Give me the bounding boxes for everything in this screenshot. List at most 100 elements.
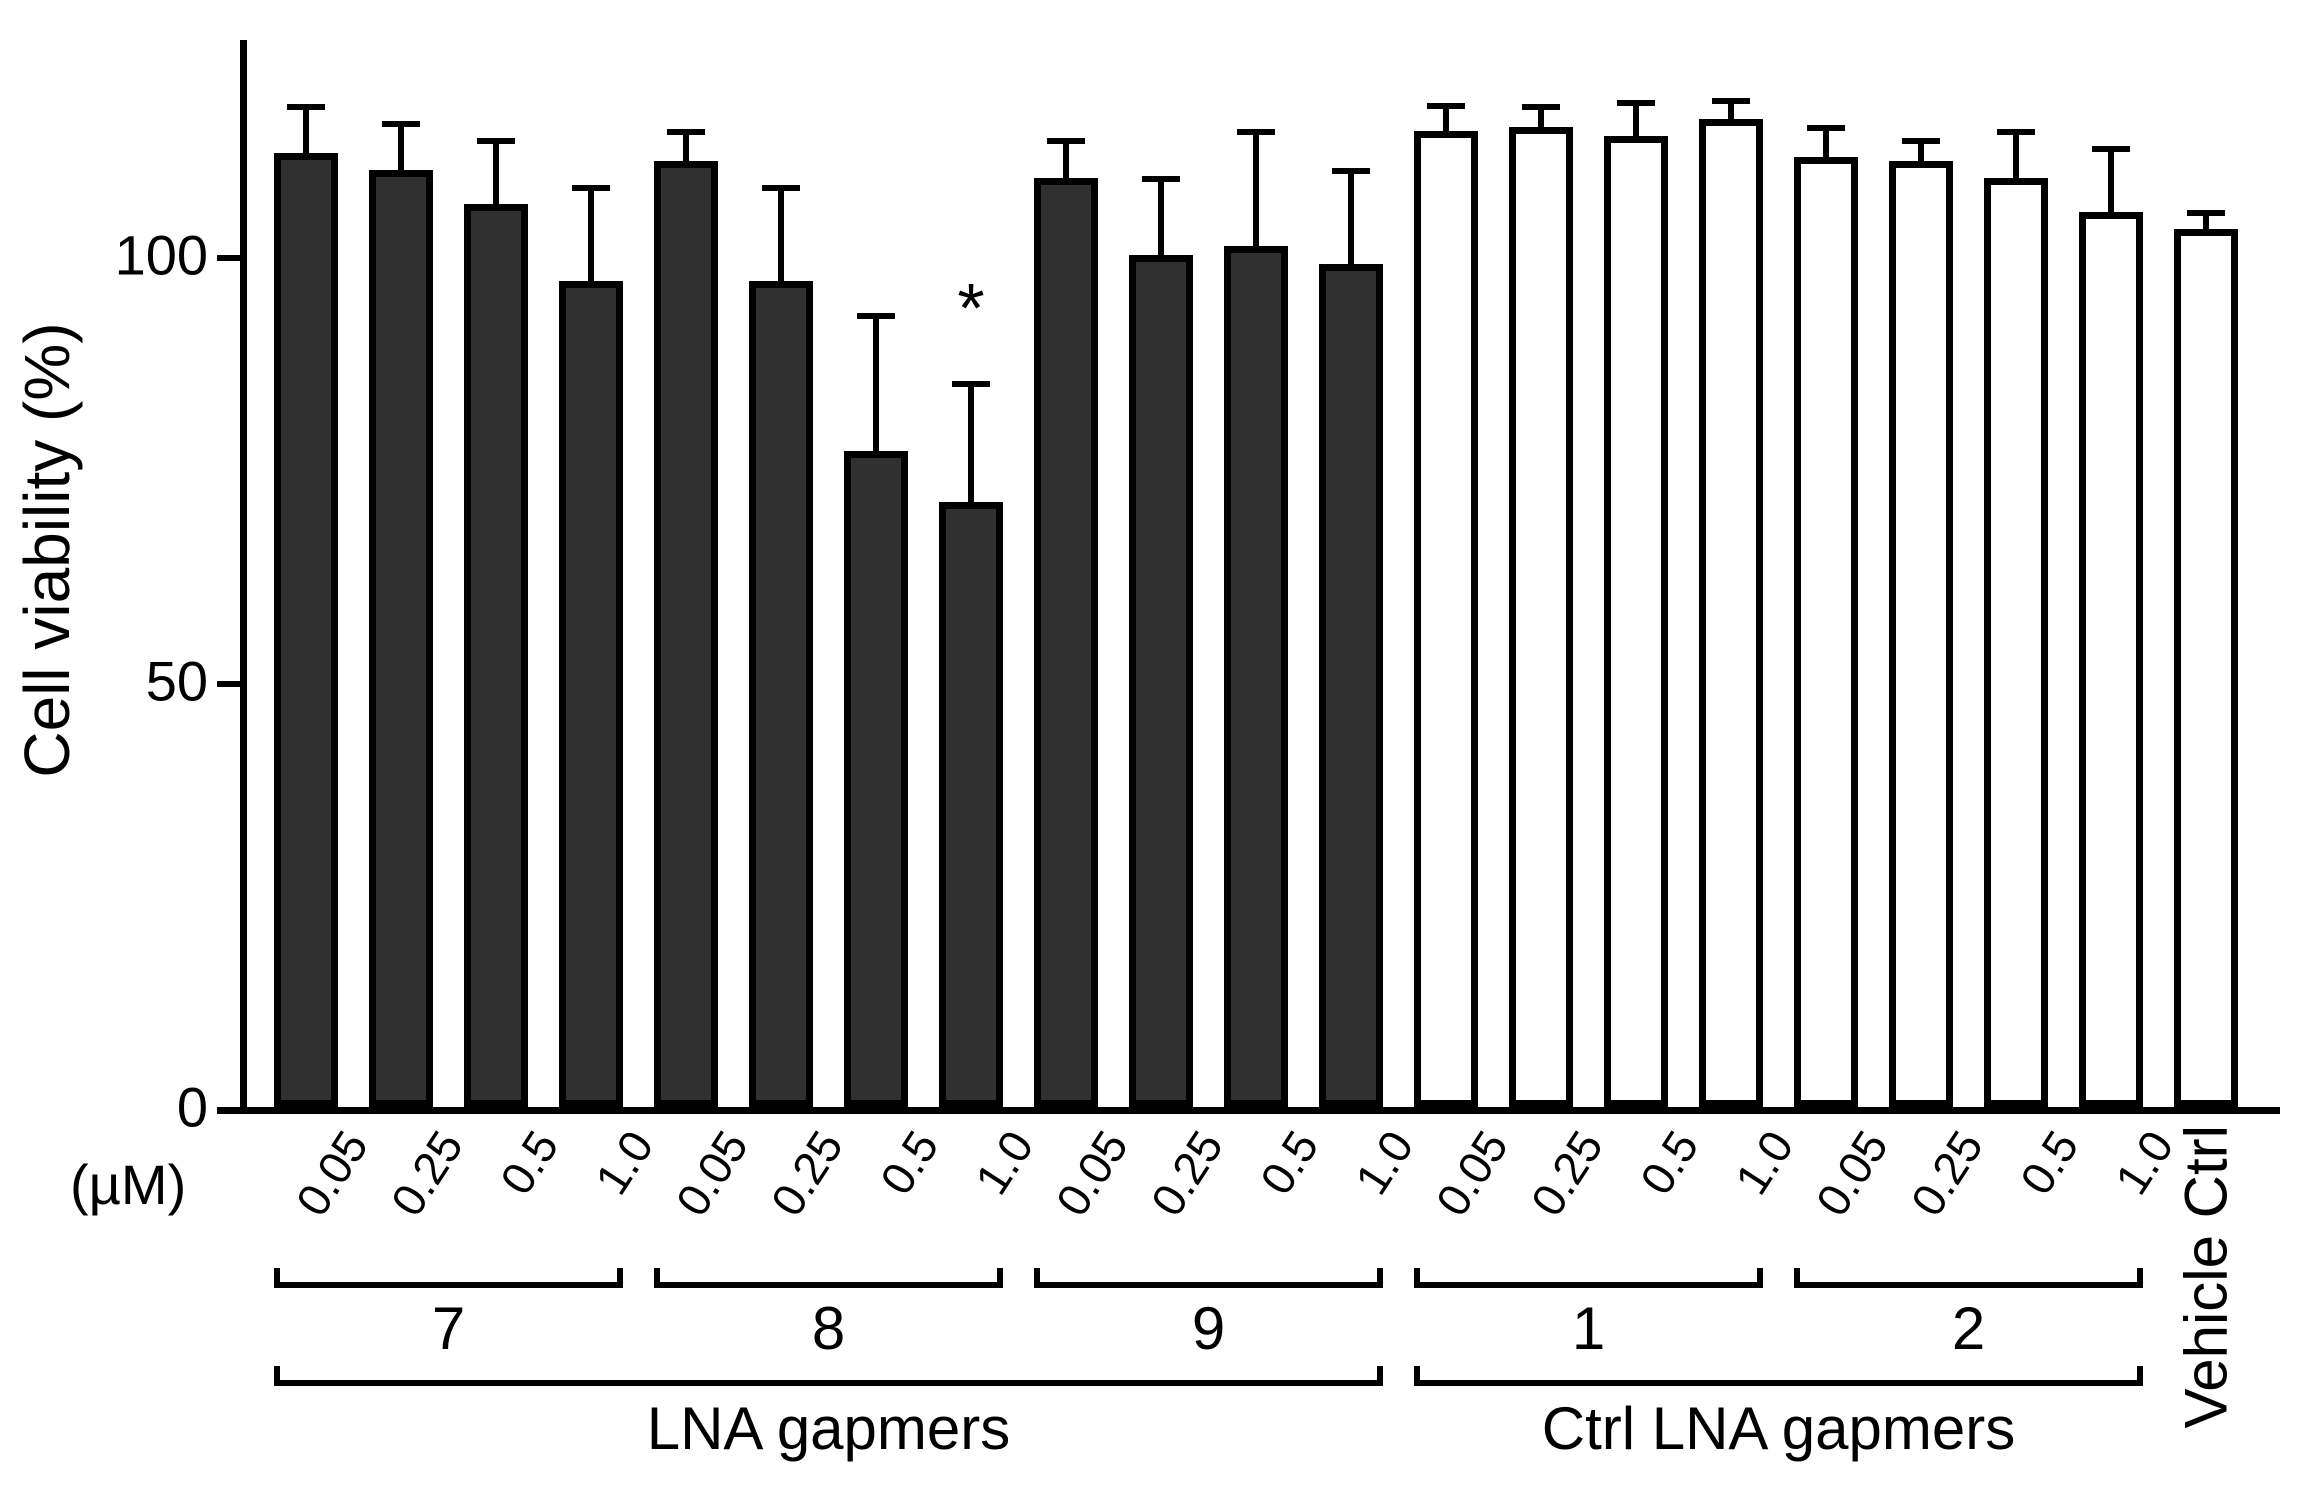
- group-bracket-1: [1414, 1268, 1763, 1288]
- vehicle-ctrl-label: Vehicle Ctrl: [2172, 1125, 2240, 1429]
- bar-cell: 0.05: [274, 40, 378, 1225]
- bar-cell: 0.05: [1414, 40, 1518, 1225]
- error-bar: [1522, 104, 1560, 131]
- x-axis-line: [217, 1107, 2280, 1114]
- x-tick-label: 1.0: [585, 1121, 664, 1204]
- error-bar: [2187, 210, 2225, 233]
- bar: [464, 204, 528, 1107]
- error-bar-cap: [1427, 103, 1465, 109]
- error-bar-stem: [683, 135, 689, 165]
- bar: [1224, 246, 1288, 1107]
- bar-cell: 1.0: [1699, 40, 1803, 1204]
- x-tick-label: 1.0: [965, 1121, 1044, 1204]
- bar-cell: 0.25: [749, 40, 853, 1225]
- error-bar-stem: [1633, 106, 1639, 140]
- bar: [274, 153, 338, 1107]
- error-bar-cap: [952, 381, 990, 387]
- y-tick-mark: [217, 681, 247, 687]
- x-tick-label: 0.05: [666, 1121, 759, 1225]
- error-bar: [1142, 176, 1180, 259]
- error-bar-cap: [287, 104, 325, 110]
- x-tick-label: 0.5: [490, 1121, 569, 1204]
- bar: [1034, 178, 1098, 1107]
- group-label-8: 8: [811, 1295, 846, 1362]
- group-label-2: 2: [1951, 1295, 1986, 1362]
- bar: [2079, 212, 2143, 1107]
- bar: [1984, 178, 2048, 1107]
- bar-group-8: 0.05 0.25 0.5 * 1.0: [654, 40, 1043, 1225]
- bar-group-9: 0.05 0.25 0.5 1.0: [1034, 40, 1423, 1225]
- error-bar: [1047, 138, 1085, 182]
- x-tick-label: 0.05: [1806, 1121, 1899, 1225]
- x-tick-label: 0.05: [1046, 1121, 1139, 1225]
- bar-cell: 1.0: [559, 40, 663, 1204]
- error-bar: [1902, 138, 1940, 165]
- bar-cell: * 1.0: [939, 40, 1043, 1204]
- x-tick-label: 1.0: [1725, 1121, 1804, 1204]
- error-bar-cap: [382, 121, 420, 127]
- bar: [1889, 161, 1953, 1107]
- x-tick-label: 0.5: [1250, 1121, 1329, 1204]
- bar: [844, 451, 908, 1107]
- error-bar-cap: [1712, 98, 1750, 104]
- bar-cell: 0.5: [1224, 40, 1328, 1204]
- bar-cell: 0.25: [1129, 40, 1233, 1225]
- error-bar-stem: [1348, 174, 1354, 268]
- bar-cell: Vehicle Ctrl: [2173, 40, 2240, 1428]
- error-bar: [667, 129, 705, 165]
- category-label: LNA gapmers: [646, 1395, 1011, 1462]
- error-bar-cap: [572, 185, 610, 191]
- error-bar: [1237, 129, 1275, 250]
- error-bar: [1427, 103, 1465, 135]
- bar: [1319, 264, 1383, 1107]
- x-tick-label: 0.25: [1521, 1121, 1614, 1225]
- y-tick-label: 50: [145, 649, 208, 713]
- x-tick-label: 1.0: [1345, 1121, 1424, 1204]
- x-tick-label: 0.25: [761, 1121, 854, 1225]
- y-tick-label: 0: [176, 1075, 208, 1139]
- error-bar-cap: [1902, 138, 1940, 144]
- x-tick-label: 0.5: [2010, 1121, 2089, 1204]
- error-bar-stem: [1918, 144, 1924, 165]
- error-bar-cap: [762, 185, 800, 191]
- error-bar-stem: [303, 110, 309, 157]
- error-bar: [287, 104, 325, 157]
- error-bar-cap: [1142, 176, 1180, 182]
- x-tick-label: 0.25: [1141, 1121, 1234, 1225]
- group-bracket-8: [654, 1268, 1003, 1288]
- bar: [1414, 131, 1478, 1107]
- x-tick-label: 0.25: [381, 1121, 474, 1225]
- error-bar: [2092, 146, 2130, 216]
- error-bar: [1807, 125, 1845, 161]
- bars-row: 0.05 0.25 0.5 1.0 0.05 0.25 0.5 * 1.0 0.05 0.25 0.5…: [274, 40, 2240, 1428]
- x-axis-unit-label: (µM): [70, 1153, 187, 1216]
- bar: [654, 161, 718, 1107]
- error-bar-cap: [667, 129, 705, 135]
- bar: [749, 281, 813, 1107]
- error-bar: [857, 313, 895, 455]
- significance-asterisk: *: [957, 269, 985, 347]
- bar-cell: 0.25: [369, 40, 473, 1225]
- error-bar-cap: [2187, 210, 2225, 216]
- bar: [1129, 255, 1193, 1107]
- x-tick-label: 0.05: [286, 1121, 379, 1225]
- x-tick-label: 0.05: [1426, 1121, 1519, 1225]
- bar-cell: 0.05: [654, 40, 758, 1225]
- error-bar-stem: [398, 127, 404, 174]
- x-tick-label: 0.25: [1901, 1121, 1994, 1225]
- error-bar-stem: [778, 191, 784, 285]
- bar: [1604, 136, 1668, 1107]
- error-bar-stem: [873, 319, 879, 455]
- bar-group-7: 0.05 0.25 0.5 1.0: [274, 40, 663, 1225]
- error-bar-cap: [1807, 125, 1845, 131]
- group-bracket-2: [1794, 1268, 2143, 1288]
- bar-cell: 0.25: [1509, 40, 1613, 1225]
- error-bar-stem: [1728, 104, 1734, 123]
- error-bar-cap: [2092, 146, 2130, 152]
- bar-group-2: 0.05 0.25 0.5 1.0: [1794, 40, 2183, 1225]
- bar: [1509, 127, 1573, 1107]
- bar-cell: 1.0: [2079, 40, 2183, 1204]
- error-bar-stem: [1538, 110, 1544, 131]
- bar-cell: 0.5: [844, 40, 948, 1204]
